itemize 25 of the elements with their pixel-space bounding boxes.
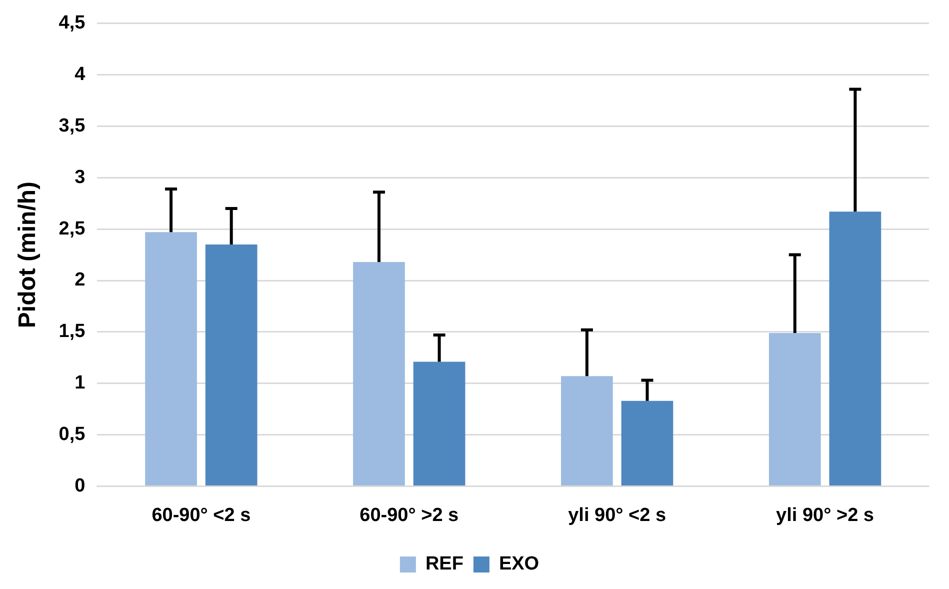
y-tick-label: 4,5 <box>58 12 86 34</box>
legend-label: REF <box>425 554 464 575</box>
bar <box>145 232 197 486</box>
bar <box>829 212 882 486</box>
y-tick-label: 1,5 <box>58 321 86 342</box>
x-tick-label: yli 90° <2 s <box>568 504 666 526</box>
legend-label: EXO <box>498 554 540 575</box>
x-tick-label: 60-90° <2 s <box>152 504 251 526</box>
y-tick-label: 3,5 <box>58 115 86 136</box>
y-tick-label: 0 <box>74 475 86 496</box>
y-tick-label: 2 <box>74 270 86 291</box>
bar <box>560 376 613 486</box>
bar <box>621 400 674 486</box>
y-tick-label: 2,5 <box>58 218 86 240</box>
x-tick-label: 60-90° >2 s <box>360 504 459 526</box>
y-tick-label: 0,5 <box>58 424 86 446</box>
bar <box>413 362 466 486</box>
bar <box>768 332 821 486</box>
y-tick-label: 1 <box>74 372 86 394</box>
x-tick-label: yli 90° >2 s <box>776 504 874 526</box>
y-tick-label: 3 <box>74 166 86 188</box>
y-tick-label: 4 <box>74 64 86 86</box>
bar <box>353 262 405 486</box>
y-axis-title: Pidot (min/h) <box>14 181 42 328</box>
bar <box>205 244 258 486</box>
